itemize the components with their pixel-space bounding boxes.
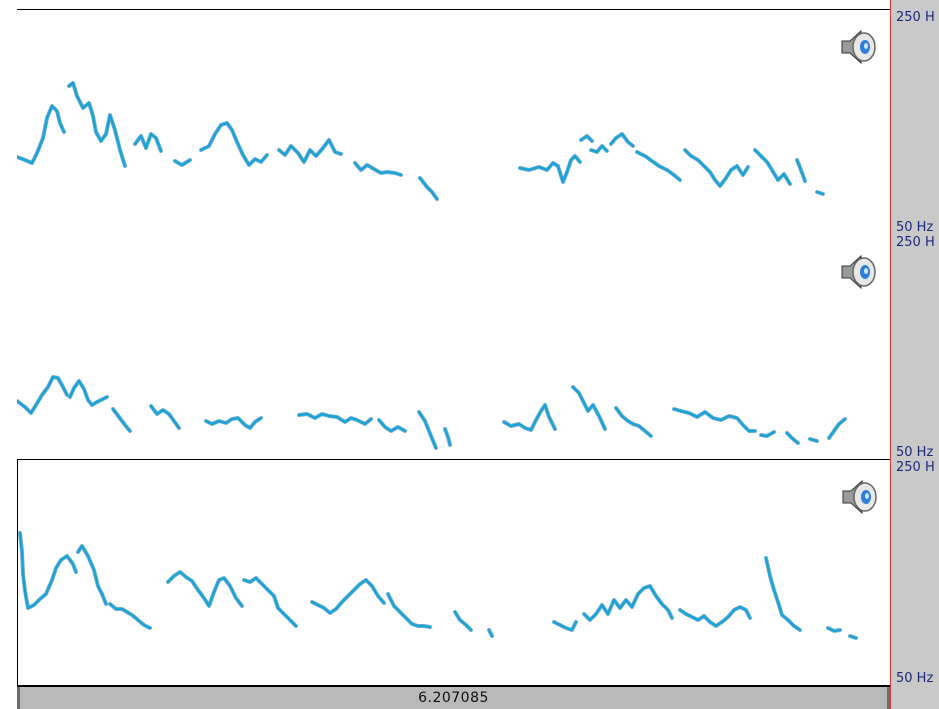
pitch-segment xyxy=(678,605,752,628)
pitch-segment xyxy=(815,190,825,196)
pitch-contour-2 xyxy=(17,375,847,450)
pitch-segment xyxy=(672,407,757,433)
pitch-contour-3 xyxy=(18,531,858,640)
pitch-segment xyxy=(418,176,439,201)
pitch-segment xyxy=(753,148,792,186)
hz-top-label-1: 250 H xyxy=(896,10,935,25)
pitch-segment xyxy=(785,431,800,445)
pitch-segment xyxy=(377,418,407,433)
pitch-segment xyxy=(487,628,494,638)
pitch-segment xyxy=(17,375,69,415)
hz-bottom-label-3: 50 Hz xyxy=(896,671,934,686)
pitch-segment xyxy=(826,626,842,633)
pitch-segment-shadow xyxy=(149,404,181,430)
frequency-axis-gutter xyxy=(890,0,939,709)
pitch-segment xyxy=(108,602,152,630)
speaker-icon[interactable] xyxy=(837,25,881,69)
pitch-segment xyxy=(582,584,674,622)
hz-top-label-2: 250 H xyxy=(896,235,935,250)
pitch-contour-1 xyxy=(17,81,825,201)
pitch-segment xyxy=(453,610,473,632)
pitch-segment xyxy=(683,148,750,188)
scrollbar-left-end[interactable] xyxy=(17,687,20,709)
pitch-segment xyxy=(417,410,438,450)
pitch-segment xyxy=(552,620,578,632)
pitch-segment xyxy=(764,556,802,632)
pitch-segment xyxy=(76,544,108,606)
pitch-segment xyxy=(614,406,653,438)
time-scrollbar[interactable]: 6.207085 xyxy=(17,686,890,709)
pitch-segment xyxy=(571,385,607,431)
pitch-segment xyxy=(386,592,432,629)
pitch-segment xyxy=(502,403,557,432)
speaker-icon[interactable] xyxy=(837,250,881,294)
pitch-segment xyxy=(173,158,192,167)
pitch-segment xyxy=(579,134,594,143)
pitch-segment xyxy=(111,407,132,433)
pitch-segment xyxy=(353,161,403,177)
speaker-icon[interactable] xyxy=(838,475,882,519)
pitch-panel-3[interactable] xyxy=(17,460,891,686)
pitch-segment xyxy=(204,416,263,430)
time-readout: 6.207085 xyxy=(418,690,489,706)
pitch-segment xyxy=(277,138,343,164)
pitch-segment xyxy=(848,634,858,640)
pitch-segment xyxy=(795,158,807,183)
pitch-segment-shadow xyxy=(18,531,78,610)
hz-bottom-label-1: 50 Hz xyxy=(896,220,934,235)
pitch-panel-1[interactable] xyxy=(17,9,890,236)
pitch-segment xyxy=(589,144,609,154)
pitch-segment xyxy=(297,412,373,426)
pitch-segment xyxy=(166,570,244,608)
pitch-segment xyxy=(133,132,163,153)
pitch-segment xyxy=(635,150,682,182)
scrollbar-right-end[interactable] xyxy=(887,687,890,709)
pitch-segment xyxy=(518,154,582,184)
pitch-segment xyxy=(68,379,109,407)
hz-bottom-label-2: 50 Hz xyxy=(896,445,934,460)
pitch-segment xyxy=(149,404,181,430)
pitch-segment xyxy=(17,104,66,165)
pitch-segment xyxy=(827,417,847,440)
pitch-segment xyxy=(199,121,269,167)
pitch-segment xyxy=(759,430,776,438)
hz-top-label-3: 250 H xyxy=(896,460,935,475)
pitch-segment xyxy=(67,81,127,168)
pitch-segment xyxy=(609,132,635,148)
pitch-segment xyxy=(18,531,78,610)
pitch-segment xyxy=(310,578,386,615)
pitch-panel-2[interactable] xyxy=(17,235,890,460)
pitch-segment xyxy=(242,576,298,628)
pitch-segment xyxy=(808,437,819,443)
pitch-segment-shadow xyxy=(764,556,802,632)
pitch-segment xyxy=(443,427,452,447)
